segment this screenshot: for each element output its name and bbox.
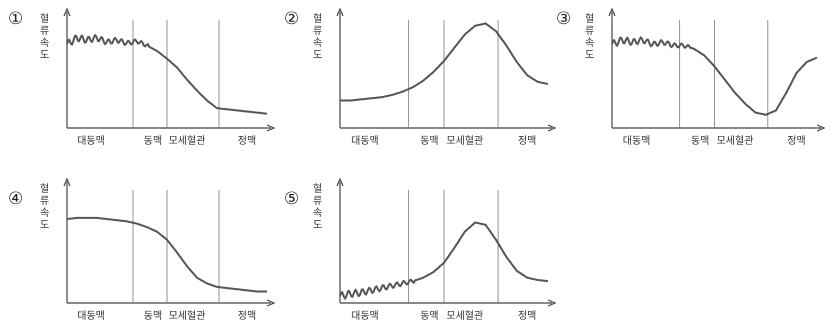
x-tick-label: 동맥 [420,310,438,322]
x-tick-label: 모세혈관 [446,134,483,147]
x-tick-label: 동맥 [420,135,438,147]
x-tick-label: 모세혈관 [169,134,206,147]
option-number: ③ [556,9,571,29]
x-tick-label: 대동맥 [351,135,379,147]
option-number: ② [284,9,299,29]
y-axis-arrow [336,177,344,187]
x-tick-label: 정맥 [787,135,805,147]
option-number: ⑤ [284,189,299,209]
x-tick-label: 대동맥 [77,310,105,322]
x-tick-label: 모세혈관 [717,134,754,147]
x-tick-label: 대동맥 [351,310,379,322]
option-number: ④ [8,189,23,209]
y-axis-arrow [608,7,616,17]
x-tick-label: 모세혈관 [446,309,483,322]
option-number: ① [8,9,23,29]
series-line [339,221,549,301]
x-tick-label: 동맥 [144,135,162,147]
x-axis-arrow [547,299,557,307]
x-axis-arrow [816,124,825,132]
series-line [611,36,818,116]
x-tick-label: 정맥 [518,135,536,147]
x-tick-label: 대동맥 [77,135,105,147]
y-axis-arrow [63,177,71,187]
x-axis-arrow [266,299,276,307]
series-line [340,22,549,102]
series-line [66,216,267,293]
x-axis-arrow [266,124,276,132]
y-axis-arrow [336,7,344,17]
x-tick-label: 동맥 [144,310,162,322]
x-tick-label: 정맥 [518,310,536,322]
series-line [66,33,268,115]
y-axis-arrow [63,7,71,17]
x-tick-label: 정맥 [238,135,256,147]
x-axis-arrow [547,124,557,132]
x-tick-label: 정맥 [238,310,256,322]
x-tick-label: 대동맥 [623,135,651,147]
x-tick-label: 모세혈관 [169,309,206,322]
x-tick-label: 동맥 [691,135,709,147]
